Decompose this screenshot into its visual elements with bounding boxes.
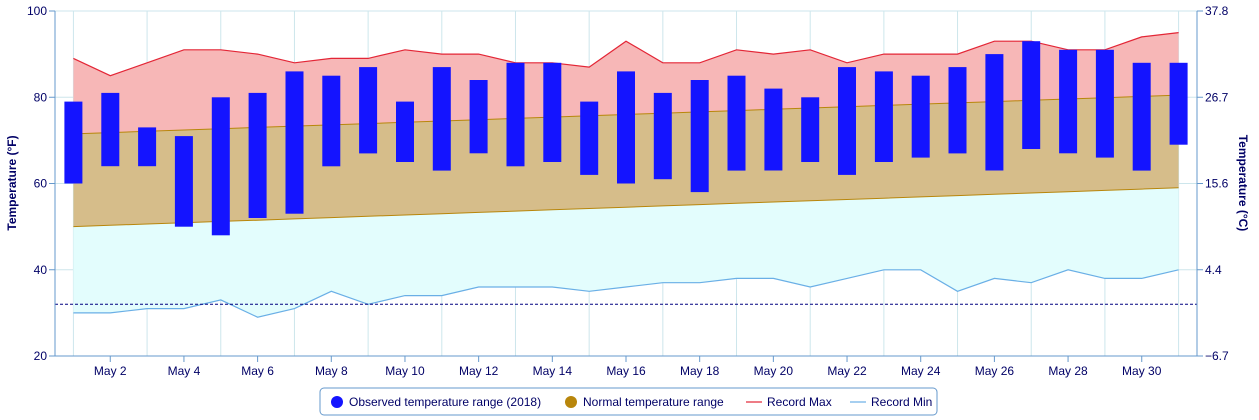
observed-bar bbox=[322, 75, 341, 167]
x-tick-label: May 28 bbox=[1048, 364, 1088, 378]
observed-bar bbox=[1095, 49, 1114, 158]
y-left-tick-label: 60 bbox=[34, 177, 48, 191]
x-tick-label: May 12 bbox=[459, 364, 499, 378]
observed-bar bbox=[985, 54, 1004, 171]
observed-bar bbox=[285, 71, 304, 214]
observed-bar bbox=[211, 97, 230, 236]
x-tick-label: May 24 bbox=[901, 364, 941, 378]
x-tick-label: May 20 bbox=[754, 364, 794, 378]
record-max-line bbox=[73, 32, 1179, 77]
x-tick-label: May 4 bbox=[168, 364, 201, 378]
y-right-tick-label: 26.7 bbox=[1205, 90, 1229, 104]
x-tick-label: May 8 bbox=[315, 364, 348, 378]
observed-bar bbox=[801, 97, 820, 162]
observed-bar bbox=[101, 92, 120, 167]
x-tick-label: May 18 bbox=[680, 364, 720, 378]
observed-bar bbox=[948, 67, 967, 154]
y-right-tick-label: −6.7 bbox=[1205, 349, 1229, 363]
y-left-tick-label: 20 bbox=[34, 349, 48, 363]
observed-bar bbox=[653, 92, 672, 180]
observed-bar bbox=[617, 71, 635, 184]
legend-box bbox=[319, 387, 938, 416]
normal-low-line bbox=[73, 187, 1179, 228]
x-tick-label: May 14 bbox=[533, 364, 573, 378]
y-axis-left-title: Temperature (°F) bbox=[5, 135, 19, 230]
x-tick-label: May 30 bbox=[1122, 364, 1162, 378]
observed-bar bbox=[506, 62, 525, 167]
observed-bar bbox=[64, 101, 83, 184]
observed-bar bbox=[1169, 62, 1188, 145]
observed-bar bbox=[1022, 41, 1041, 150]
observed-bar bbox=[838, 67, 856, 175]
x-tick-label: May 26 bbox=[975, 364, 1015, 378]
x-tick-label: May 2 bbox=[94, 364, 127, 378]
observed-bar bbox=[580, 101, 599, 175]
y-left-tick-label: 40 bbox=[34, 263, 48, 277]
record-min-line bbox=[73, 269, 1179, 318]
x-tick-label: May 16 bbox=[606, 364, 646, 378]
observed-bar bbox=[874, 71, 893, 162]
observed-bar bbox=[543, 62, 562, 162]
y-left-tick-label: 100 bbox=[27, 4, 47, 18]
y-right-tick-label: 15.6 bbox=[1205, 177, 1229, 191]
y-right-tick-label: 4.4 bbox=[1205, 263, 1222, 277]
legend-record-max-label[interactable]: Record Max bbox=[767, 395, 832, 409]
legend-observed-marker bbox=[331, 396, 343, 408]
observed-bar bbox=[727, 75, 746, 171]
y-right-tick-label: 37.8 bbox=[1205, 4, 1229, 18]
y-left-tick-label: 80 bbox=[34, 90, 48, 104]
x-tick-label: May 22 bbox=[827, 364, 867, 378]
observed-bar bbox=[764, 88, 783, 171]
observed-bar bbox=[1059, 49, 1078, 154]
record-min-area bbox=[73, 187, 1179, 318]
legend-normal-label[interactable]: Normal temperature range bbox=[583, 395, 724, 409]
observed-bar bbox=[690, 80, 709, 193]
y-axis-right-title: Temperature (°C) bbox=[1236, 135, 1250, 232]
legend-observed-label[interactable]: Observed temperature range (2018) bbox=[349, 395, 541, 409]
legend-record-min-label[interactable]: Record Min bbox=[871, 395, 932, 409]
observed-bars bbox=[64, 41, 1188, 236]
legend: Observed temperature range (2018) Normal… bbox=[319, 387, 938, 416]
record-lines bbox=[55, 32, 1197, 318]
axes: 20 40 60 80 100 −6.7 4.4 15.6 26.7 37.8 May 2 May 4… bbox=[27, 4, 1229, 378]
observed-bar bbox=[248, 92, 267, 218]
observed-bar bbox=[432, 67, 451, 171]
observed-bar bbox=[911, 75, 930, 158]
observed-bar bbox=[359, 67, 378, 154]
observed-bar bbox=[396, 101, 414, 162]
x-tick-label: May 10 bbox=[385, 364, 425, 378]
observed-bar bbox=[469, 80, 488, 154]
observed-bar bbox=[1132, 62, 1151, 171]
observed-bar bbox=[138, 127, 157, 167]
x-tick-label: May 6 bbox=[241, 364, 274, 378]
observed-bar bbox=[174, 136, 193, 227]
legend-normal-marker bbox=[565, 396, 577, 408]
